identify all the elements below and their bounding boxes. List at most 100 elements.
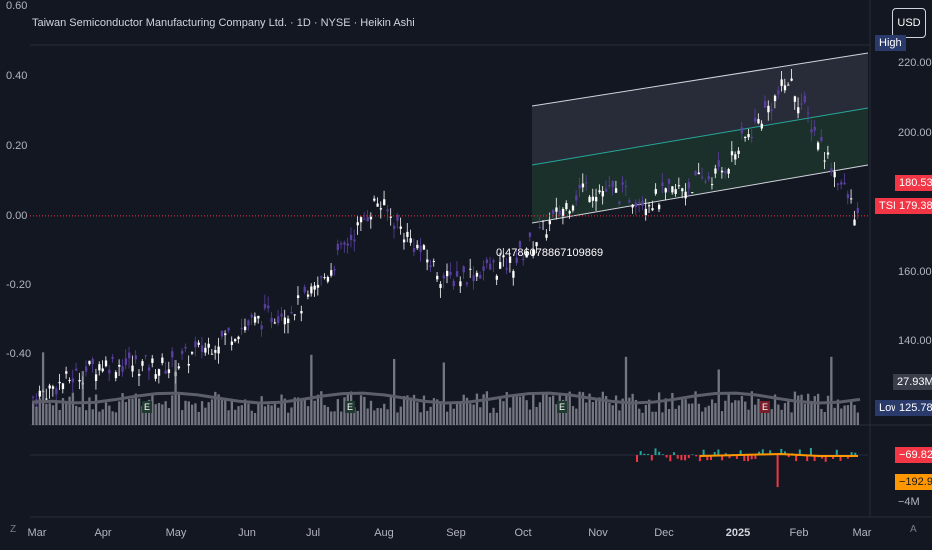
- volume-bar: [856, 412, 859, 425]
- volume-bar: [826, 395, 830, 425]
- candle-body: [340, 243, 343, 245]
- volume-bar: [661, 412, 664, 425]
- volume-bar: [207, 402, 210, 425]
- oscillator-bar: [695, 455, 698, 457]
- x-axis-tick: Feb: [789, 527, 809, 539]
- volume-bar: [591, 402, 595, 425]
- x-axis-tick: May: [165, 527, 187, 539]
- oscillator-bar: [761, 449, 764, 455]
- candle-body: [323, 277, 326, 279]
- volume-bar: [631, 393, 634, 425]
- candle-body: [181, 350, 184, 354]
- volume-bar: [369, 400, 373, 425]
- volume-bar: [518, 396, 522, 425]
- candle-body: [813, 126, 816, 131]
- volume-bar: [489, 412, 492, 425]
- volume-bar: [823, 412, 826, 425]
- candle-body: [591, 196, 595, 201]
- earnings-marker[interactable]: E: [345, 401, 355, 413]
- timezone-button[interactable]: Z: [10, 524, 17, 535]
- volume-bar: [744, 401, 747, 425]
- candle-body: [787, 84, 790, 86]
- earnings-marker[interactable]: E: [557, 401, 567, 413]
- volume-bar: [144, 408, 147, 425]
- auto-scale-button[interactable]: A: [910, 524, 917, 535]
- volume-bar: [750, 391, 754, 425]
- volume-bar: [386, 409, 389, 425]
- candle-body: [320, 276, 323, 278]
- oscillator-bar: [754, 455, 757, 459]
- candle-body: [498, 262, 502, 269]
- volume-bar: [290, 407, 293, 425]
- oscillator-bar: [787, 455, 790, 458]
- volume-bar: [446, 411, 449, 425]
- candle-body: [846, 194, 850, 199]
- oscillator-bar: [647, 453, 650, 455]
- candle-body: [330, 270, 333, 276]
- candle-body: [823, 160, 826, 162]
- volume-bar: [498, 398, 502, 425]
- candle-body: [177, 366, 181, 369]
- volume-bar: [340, 411, 343, 425]
- candle-body: [243, 326, 247, 331]
- volume-bar: [707, 405, 710, 425]
- volume-bar: [604, 396, 608, 425]
- candle-body: [803, 95, 807, 103]
- volume-bar: [790, 412, 793, 425]
- x-axis-tick: Dec: [654, 527, 674, 539]
- candle-body: [220, 330, 224, 337]
- oscillator-bar: [706, 455, 709, 461]
- volume-bar: [754, 404, 757, 425]
- volume-bar: [396, 412, 399, 425]
- earnings-marker[interactable]: E: [760, 401, 770, 413]
- volume-bar: [253, 412, 257, 425]
- oscillator-bar: [687, 455, 690, 459]
- volume-bar: [164, 401, 167, 425]
- volume-bar: [190, 404, 194, 425]
- volume-bar: [402, 396, 406, 425]
- oscillator-bar: [654, 448, 657, 455]
- candle-body: [644, 208, 648, 216]
- currency-button[interactable]: USD: [892, 8, 926, 38]
- candle-body: [253, 316, 257, 323]
- volume-bar: [263, 406, 267, 425]
- candle-body: [300, 310, 303, 314]
- volume-bar: [84, 410, 88, 425]
- candle-body: [293, 314, 296, 316]
- candle-body: [84, 366, 88, 372]
- candle-body: [657, 204, 661, 210]
- volume-bar: [618, 410, 621, 425]
- candle-body: [585, 182, 588, 184]
- earnings-marker[interactable]: E: [142, 401, 152, 413]
- volume-bar: [128, 399, 131, 425]
- left-axis-tick: 0.20: [6, 140, 28, 152]
- candle-body: [780, 79, 783, 86]
- volume-bar: [379, 408, 383, 425]
- oscillator-bar: [798, 449, 801, 455]
- oscillator-bar: [669, 455, 672, 462]
- volume-bar: [528, 409, 532, 425]
- left-axis-tick: -0.40: [6, 348, 32, 360]
- volume-bar: [439, 403, 442, 425]
- oscillator-bar: [724, 453, 727, 455]
- channel-mid-line: [531, 107, 869, 166]
- candle-body: [545, 234, 548, 238]
- candle-body: [237, 336, 240, 340]
- candle-body: [75, 368, 78, 371]
- candle-body: [197, 342, 200, 345]
- x-axis-tick: Jun: [238, 527, 256, 539]
- candle-body: [58, 381, 61, 384]
- candle-body: [137, 373, 141, 376]
- volume-bar: [687, 403, 691, 425]
- volume-bar: [644, 404, 648, 425]
- volume-bar: [442, 362, 445, 425]
- volume-bar: [45, 403, 48, 425]
- candle-body: [843, 182, 846, 185]
- candle-body: [164, 370, 167, 374]
- volume-bar: [333, 411, 336, 425]
- volume-bar: [118, 401, 121, 425]
- volume-bar: [197, 411, 200, 425]
- candle-body: [462, 266, 465, 273]
